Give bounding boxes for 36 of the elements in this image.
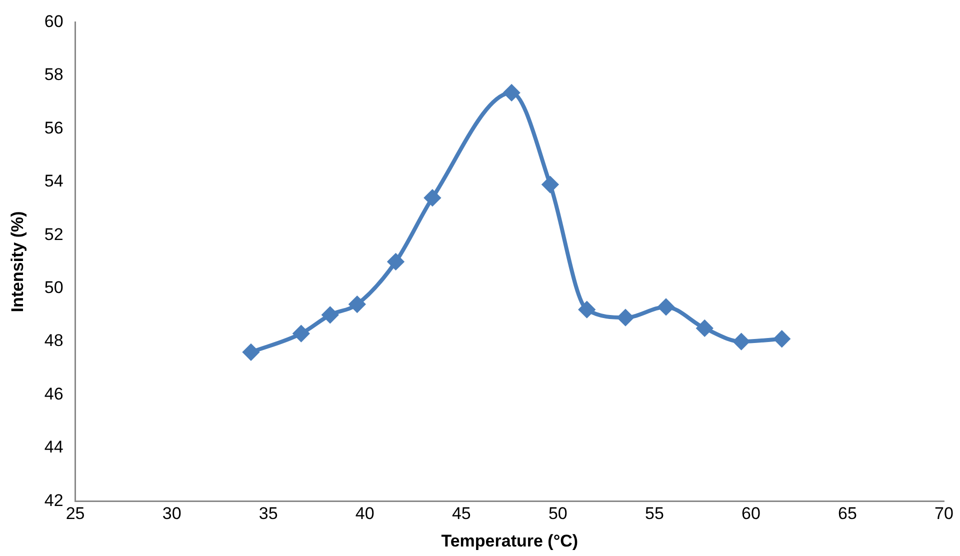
point bbox=[696, 320, 713, 336]
point bbox=[542, 176, 558, 193]
point bbox=[504, 84, 520, 101]
y-axis-title: Intensity (%) bbox=[8, 211, 27, 312]
y-tick-label: 44 bbox=[44, 438, 64, 457]
y-tick-label: 48 bbox=[44, 331, 64, 350]
x-tick-label: 30 bbox=[162, 504, 182, 524]
x-tick-label: 70 bbox=[934, 504, 954, 524]
x-tick-label: 55 bbox=[644, 504, 664, 524]
point bbox=[578, 302, 595, 318]
x-tick-label: 65 bbox=[838, 504, 857, 524]
point bbox=[733, 334, 750, 350]
point bbox=[388, 254, 404, 270]
x-tick-label: 60 bbox=[741, 504, 760, 524]
y-tick-label: 42 bbox=[44, 490, 64, 510]
y-tick-label: 58 bbox=[44, 65, 64, 84]
x-tick-label: 25 bbox=[66, 504, 85, 524]
point bbox=[349, 296, 366, 312]
y-tick-label: 56 bbox=[44, 118, 64, 138]
y-tick-label: 50 bbox=[44, 278, 64, 297]
x-axis-title: Temperature (°C) bbox=[441, 531, 578, 550]
y-tick-label: 60 bbox=[44, 12, 64, 31]
x-tick-label: 45 bbox=[452, 504, 471, 524]
point bbox=[774, 330, 790, 347]
y-tick-label: 46 bbox=[44, 384, 64, 404]
point bbox=[293, 326, 310, 342]
y-tick-label: 52 bbox=[44, 224, 64, 244]
x-tick-label: 50 bbox=[548, 504, 568, 524]
point bbox=[424, 190, 440, 206]
point bbox=[242, 344, 259, 360]
x-tick-label: 35 bbox=[258, 504, 278, 524]
y-tick-label: 54 bbox=[44, 172, 64, 191]
point bbox=[658, 298, 674, 315]
x-tick-label: 40 bbox=[355, 504, 374, 524]
point bbox=[322, 306, 338, 323]
point bbox=[617, 310, 634, 326]
